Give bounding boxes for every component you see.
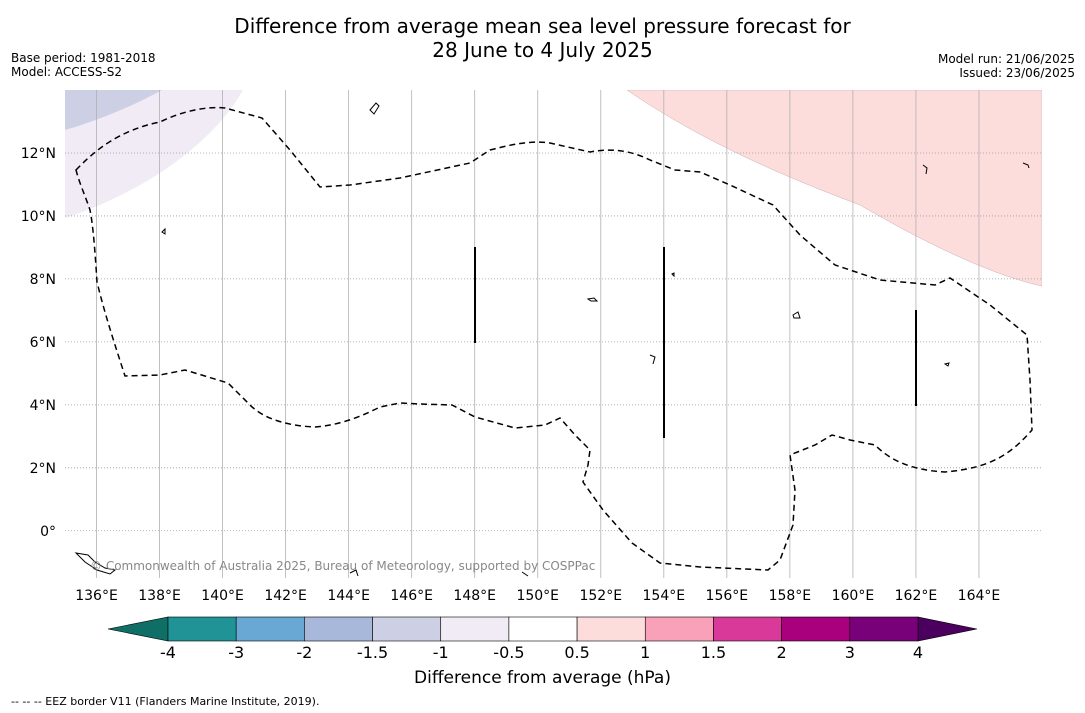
lon-tick-label: 144°E <box>327 588 370 604</box>
colorbar-swatch <box>781 616 851 642</box>
colorbar-tick-label: 1.5 <box>701 643 726 662</box>
colorbar-swatch <box>440 616 510 642</box>
colorbar-swatch <box>508 616 578 642</box>
lat-tick-label: 12°N <box>21 146 56 162</box>
longitude-labels: 136°E 138°E 140°E 142°E 144°E 146°E 148°E 150°E… <box>75 588 1000 604</box>
island-new-guinea-north <box>74 552 117 575</box>
model-run: Model run: 21/06/2025 <box>937 52 1075 66</box>
island-small-4 <box>649 354 656 365</box>
negative-anomaly-northwest <box>65 90 243 218</box>
title-line-2: 28 June to 4 July 2025 <box>432 38 653 62</box>
island-small-3 <box>922 164 928 175</box>
lat-tick-label: 4°N <box>30 398 56 414</box>
colorbar-tick-label: 0.5 <box>564 643 589 662</box>
lon-tick-label: 146°E <box>390 588 433 604</box>
lon-tick-label: 150°E <box>516 588 559 604</box>
latitude-labels: 12°N 10°N 8°N 6°N 4°N 2°N 0° <box>21 146 56 540</box>
issued-date: Issued: 23/06/2025 <box>959 66 1075 80</box>
lat-tick-label: 10°N <box>21 209 56 225</box>
lon-tick-label: 142°E <box>264 588 307 604</box>
colorbar-swatch <box>235 616 305 642</box>
lon-tick-label: 140°E <box>201 588 244 604</box>
island-pohnpei <box>792 311 801 319</box>
colorbar-tick-label: -3 <box>228 643 244 662</box>
lat-tick-label: 8°N <box>30 272 56 288</box>
colorbar-swatch <box>713 616 782 642</box>
lat-tick-label: 0° <box>40 524 56 540</box>
lat-tick-label: 6°N <box>30 335 56 351</box>
colorbar-tick-label: -0.5 <box>493 643 524 662</box>
island-guam <box>369 102 380 115</box>
colorbar-title: Difference from average (hPa) <box>414 668 671 688</box>
title-line-1: Difference from average mean sea level p… <box>234 14 851 38</box>
lon-tick-label: 164°E <box>958 588 1001 604</box>
island-kosrae <box>943 362 950 367</box>
colorbar-tick-label: 4 <box>913 643 923 662</box>
colorbar-tick-label: -1.5 <box>357 643 388 662</box>
lon-tick-label: 152°E <box>579 588 622 604</box>
colorbar-tick-label: -2 <box>296 643 312 662</box>
gridlines <box>65 90 1042 578</box>
positive-anomaly-northeast <box>626 90 1042 287</box>
colorbar-tick-label: -1 <box>433 643 449 662</box>
model-name: Model: ACCESS-S2 <box>11 65 123 79</box>
island-chuuk <box>586 297 599 302</box>
colorbar-swatch <box>372 616 442 642</box>
colorbar-tick-label: 2 <box>777 643 787 662</box>
colorbar-tick-label: 1 <box>640 643 650 662</box>
negative-anomaly-northwest-core <box>65 90 162 130</box>
lon-tick-label: 136°E <box>75 588 118 604</box>
colorbar-swatch <box>644 616 714 642</box>
lat-tick-label: 2°N <box>30 461 56 477</box>
islands <box>74 102 1030 577</box>
island-small-6 <box>349 569 359 577</box>
meta-left: Base period: 1981-2018 Model: ACCESS-S2 <box>11 51 156 79</box>
colorbar-swatch <box>576 616 646 642</box>
lon-tick-label: 148°E <box>453 588 496 604</box>
colorbar-swatch <box>304 616 373 642</box>
lon-tick-label: 162°E <box>895 588 938 604</box>
copyright-notice: © Commonwealth of Australia 2025, Bureau… <box>90 559 595 573</box>
colorbar-over-extension <box>917 616 978 642</box>
colorbar-under-extension <box>107 616 169 642</box>
eez-border <box>75 106 1033 571</box>
lon-tick-label: 156°E <box>706 588 749 604</box>
lon-tick-label: 138°E <box>138 588 181 604</box>
colorbar-tick-label: -4 <box>160 643 176 662</box>
colorbar-swatch <box>849 616 919 642</box>
island-yap <box>161 227 166 235</box>
meta-right: Model run: 21/06/2025 Issued: 23/06/2025 <box>938 52 1075 80</box>
map-panel: © Commonwealth of Australia 2025, Bureau… <box>65 90 1042 578</box>
base-period: Base period: 1981-2018 <box>11 51 156 65</box>
colorbar: -4 -3 -2 -1.5 -1 -0.5 0.5 1 1.5 2 3 4 <box>107 616 978 662</box>
colorbar-swatch <box>167 616 237 642</box>
eez-footnote: -- -- -- EEZ border V11 (Flanders Marine… <box>11 695 320 708</box>
lon-tick-label: 158°E <box>769 588 812 604</box>
lon-tick-label: 154°E <box>643 588 686 604</box>
island-small-5 <box>521 571 529 577</box>
island-small-1 <box>671 272 675 278</box>
page-title: Difference from average mean sea level p… <box>0 14 1085 62</box>
colorbar-tick-label: 3 <box>845 643 855 662</box>
lon-tick-label: 160°E <box>832 588 875 604</box>
island-small-2 <box>1022 162 1030 169</box>
